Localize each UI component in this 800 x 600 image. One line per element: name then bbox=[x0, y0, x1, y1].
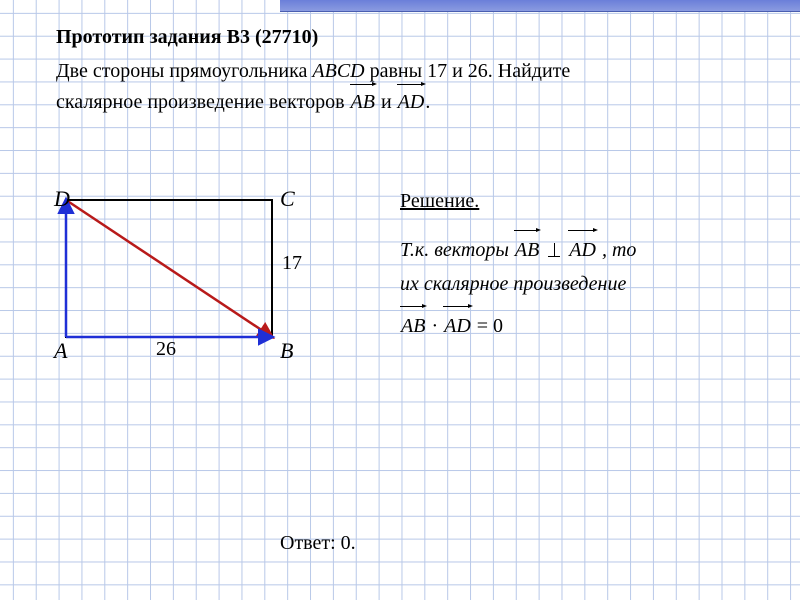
perp-icon bbox=[548, 243, 560, 257]
problem-text: скалярное произведение векторов bbox=[56, 91, 350, 113]
problem-statement: Две стороны прямоугольника ABCD равны 17… bbox=[56, 56, 770, 118]
solution-text: , то bbox=[597, 239, 636, 261]
geometry-diagram: D C A B 26 17 bbox=[56, 190, 356, 390]
vector-ab: AB bbox=[400, 309, 426, 343]
problem-title: Прототип задания B3 (27710) bbox=[56, 26, 318, 49]
solution-block: Решение. Т.к. векторы AB AD , то их скал… bbox=[400, 190, 780, 343]
solution-text: Т.к. векторы bbox=[400, 239, 514, 261]
vector-ab: AB bbox=[514, 233, 540, 267]
vector-ad: AD bbox=[397, 87, 426, 118]
equals-zero: = 0 bbox=[472, 315, 503, 337]
problem-text: равны 17 и 26. Найдите bbox=[365, 60, 571, 82]
vector-ad: AD bbox=[443, 309, 472, 343]
solution-text: их скалярное произведение bbox=[400, 273, 626, 295]
dot-operator: · bbox=[431, 315, 438, 337]
vector-ad: AD bbox=[568, 233, 597, 267]
problem-and: и bbox=[376, 91, 397, 113]
vector-ab: AB bbox=[350, 87, 376, 118]
problem-dot: . bbox=[425, 91, 430, 113]
problem-text: Две стороны прямоугольника bbox=[56, 60, 312, 82]
vertex-d: D bbox=[54, 186, 70, 212]
vertex-b: B bbox=[280, 338, 293, 364]
side-bc-label: 17 bbox=[282, 252, 302, 275]
vertex-a: A bbox=[54, 338, 67, 364]
side-ab-label: 26 bbox=[156, 338, 176, 361]
rect-name: ABCD bbox=[312, 60, 364, 82]
answer: Ответ: 0. bbox=[280, 532, 356, 555]
vertex-c: C bbox=[280, 186, 295, 212]
solution-title: Решение. bbox=[400, 190, 479, 213]
